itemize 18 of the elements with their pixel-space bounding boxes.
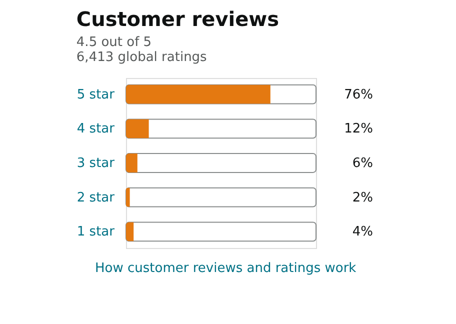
bar — [126, 154, 138, 172]
y-tick-label: 3 star — [76, 156, 116, 171]
text: 6,413 global ratings — [76, 50, 208, 65]
y-tick-label: 5 star — [76, 87, 116, 102]
data-label: 6% — [352, 156, 373, 171]
bar — [126, 119, 149, 138]
y-tick-label: 1 star — [76, 224, 116, 240]
data-label: 76% — [344, 87, 373, 102]
bar — [126, 188, 130, 207]
data-label: 4% — [352, 224, 373, 240]
bar — [126, 222, 134, 242]
y-tick-label: 2 star — [76, 190, 116, 206]
data-label: 12% — [344, 122, 373, 137]
chart-title: Customer reviews — [76, 7, 280, 31]
text: How customer reviews and ratings work — [95, 261, 357, 276]
y-tick-label: 4 star — [76, 122, 116, 137]
data-label: 2% — [352, 190, 373, 206]
text: 4.5 out of 5 — [76, 35, 152, 50]
